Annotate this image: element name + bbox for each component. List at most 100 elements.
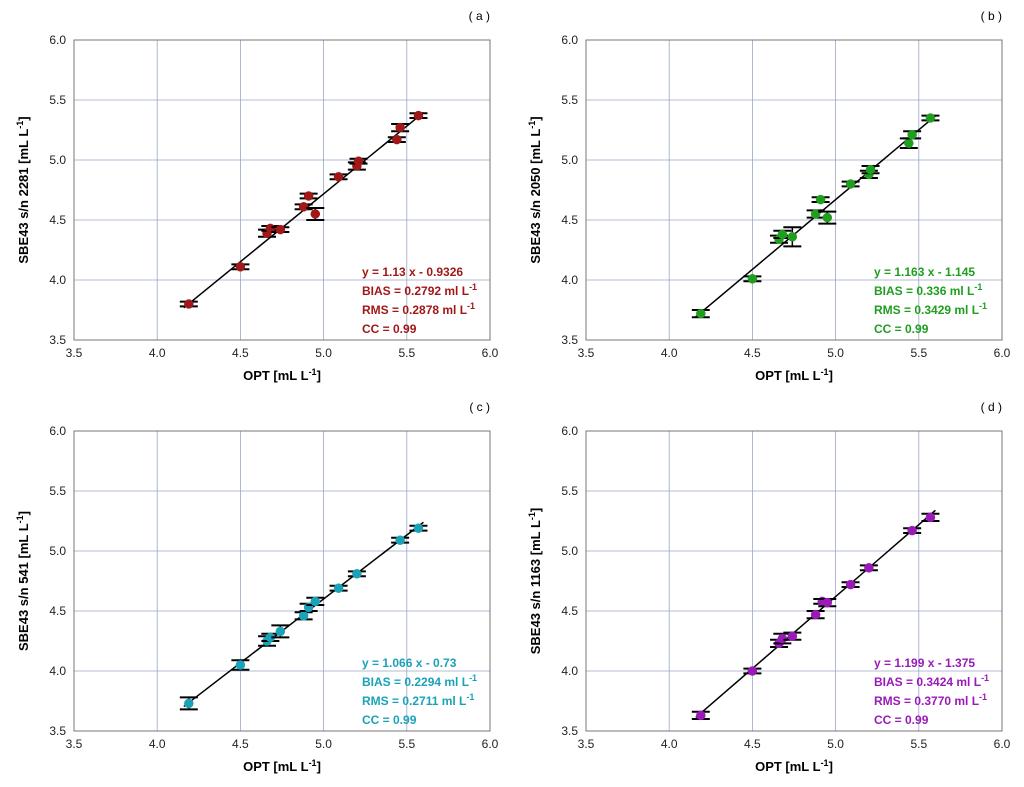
x-tick-label: 6.0: [482, 737, 499, 751]
y-tick-label: 6.0: [49, 33, 66, 47]
chart-panel-b: 3.5 3.5 4.0 4.0 4.5 4.5 5.0 5.0 5.5 5.5 6.0 6.0 ( b …: [512, 0, 1024, 396]
y-tick-label: 5.0: [561, 153, 578, 167]
data-point: [806, 609, 825, 620]
point-marker: [822, 597, 833, 608]
point-marker: [395, 122, 405, 133]
point-marker: [333, 172, 344, 182]
x-tick-label: 3.5: [578, 346, 595, 360]
chart-svg-a: 3.53.5 4.0 4.0 4.5 4.5 5.0 5.0 5.5 5.5 6.0 6.0 ( a …: [15, 9, 499, 383]
stat-line: RMS = 0.3770 ml L-1: [874, 692, 987, 708]
data-point: [409, 523, 428, 533]
panel-label: ( a ): [469, 9, 490, 23]
point-marker: [696, 710, 706, 721]
x-tick-label: 4.0: [149, 737, 166, 751]
x-tick-label: 4.0: [661, 737, 678, 751]
point-marker: [395, 535, 405, 545]
data-point: [271, 224, 290, 235]
x-tick-label: 5.5: [910, 737, 927, 751]
x-tick-label: 5.5: [398, 346, 415, 360]
data-point: [903, 130, 922, 140]
chart-svg-c: 3.53.5 4.0 4.0 4.5 4.5 5.0 5.0 5.5 5.5 6.0 6.0 ( c …: [15, 400, 499, 774]
y-tick-label: 5.5: [49, 93, 66, 107]
point-marker: [333, 583, 344, 593]
x-tick-label: 4.0: [149, 346, 166, 360]
data-point: [691, 710, 710, 721]
plot-area: [73, 39, 491, 341]
x-tick-label: 4.5: [744, 737, 761, 751]
data-point: [231, 659, 250, 671]
y-axis-title: SBE43 s/n 2281 [mL L-1]: [15, 116, 31, 263]
chart-panel-d: 3.5 3.5 4.0 4.0 4.5 4.5 5.0 5.0 5.5 5.5 6.0 6.0 ( d …: [512, 391, 1024, 787]
data-point: [818, 597, 837, 608]
data-point: [806, 209, 825, 219]
data-point: [811, 194, 830, 205]
y-tick-label: 4.5: [561, 604, 578, 618]
chart-svg-b: 3.53.5 4.0 4.0 4.5 4.5 5.0 5.0 5.5 5.5 6.0 6.0 ( b …: [527, 9, 1011, 383]
point-marker: [787, 631, 798, 641]
y-tick-label: 4.0: [49, 273, 66, 287]
data-point: [294, 202, 313, 212]
chart-panel-a: 3.5 3.5 4.0 4.0 4.5 4.5 5.0 5.0 5.5 5.5 6.0 6.0 ( a …: [0, 0, 512, 396]
stat-line: RMS = 0.3429 ml L-1: [874, 301, 987, 317]
y-tick-label: 5.0: [561, 544, 578, 558]
data-point: [347, 569, 366, 579]
y-tick-label: 5.0: [49, 544, 66, 558]
data-point: [818, 210, 837, 225]
y-tick-label: 5.5: [561, 93, 578, 107]
plot-area: [585, 430, 1003, 732]
point-marker: [265, 223, 276, 234]
y-tick-label: 3.5: [49, 333, 66, 347]
point-marker: [696, 308, 706, 319]
data-point: [306, 596, 325, 607]
data-point: [409, 110, 428, 121]
stat-line: RMS = 0.2711 ml L-1: [362, 692, 474, 708]
point-marker: [235, 262, 246, 272]
data-point: [841, 179, 860, 189]
x-tick-label: 5.5: [398, 737, 415, 751]
point-marker: [298, 611, 309, 621]
data-point: [231, 262, 250, 272]
data-point: [179, 696, 198, 711]
x-tick-label: 5.0: [827, 737, 844, 751]
data-point: [329, 583, 348, 593]
stat-line: CC = 0.99: [874, 713, 929, 727]
x-tick-label: 3.5: [66, 346, 83, 360]
chart-panel-c: 3.5 3.5 4.0 4.0 4.5 4.5 5.0 5.0 5.5 5.5 6.0 6.0 ( c …: [0, 391, 512, 787]
stat-line: BIAS = 0.336 ml L-1: [874, 282, 982, 298]
data-point: [861, 164, 880, 175]
x-tick-label: 4.0: [661, 346, 678, 360]
point-marker: [413, 110, 424, 121]
point-marker: [810, 609, 821, 620]
stat-line: RMS = 0.2878 ml L-1: [362, 301, 475, 317]
x-axis-title: OPT [mL L-1]: [243, 758, 321, 774]
point-marker: [925, 512, 936, 523]
stat-line: y = 1.13 x - 0.9326: [362, 265, 463, 279]
point-marker: [845, 579, 856, 590]
point-marker: [392, 134, 402, 145]
data-point: [391, 122, 410, 133]
y-tick-label: 5.0: [49, 153, 66, 167]
x-tick-label: 6.0: [482, 346, 499, 360]
stat-line: CC = 0.99: [874, 322, 929, 336]
point-marker: [815, 194, 826, 205]
y-tick-label: 4.0: [561, 664, 578, 678]
y-tick-label: 4.0: [49, 664, 66, 678]
data-point: [921, 512, 940, 523]
plot-area: [73, 430, 491, 732]
plot-area: [585, 39, 1003, 341]
point-marker: [777, 229, 788, 240]
y-axis-title: SBE43 s/n 541 [mL L-1]: [15, 511, 31, 651]
x-tick-label: 4.5: [744, 346, 761, 360]
data-point: [743, 274, 762, 284]
point-marker: [822, 212, 833, 223]
point-marker: [184, 698, 194, 709]
y-tick-label: 3.5: [561, 333, 578, 347]
point-marker: [352, 569, 362, 579]
y-axis-title: SBE43 s/n 2050 [mL L-1]: [527, 116, 543, 263]
point-marker: [904, 138, 914, 148]
point-marker: [184, 299, 194, 309]
stat-line: CC = 0.99: [362, 322, 417, 336]
y-tick-label: 4.5: [49, 604, 66, 618]
x-tick-label: 5.0: [315, 737, 332, 751]
stat-line: CC = 0.99: [362, 713, 417, 727]
